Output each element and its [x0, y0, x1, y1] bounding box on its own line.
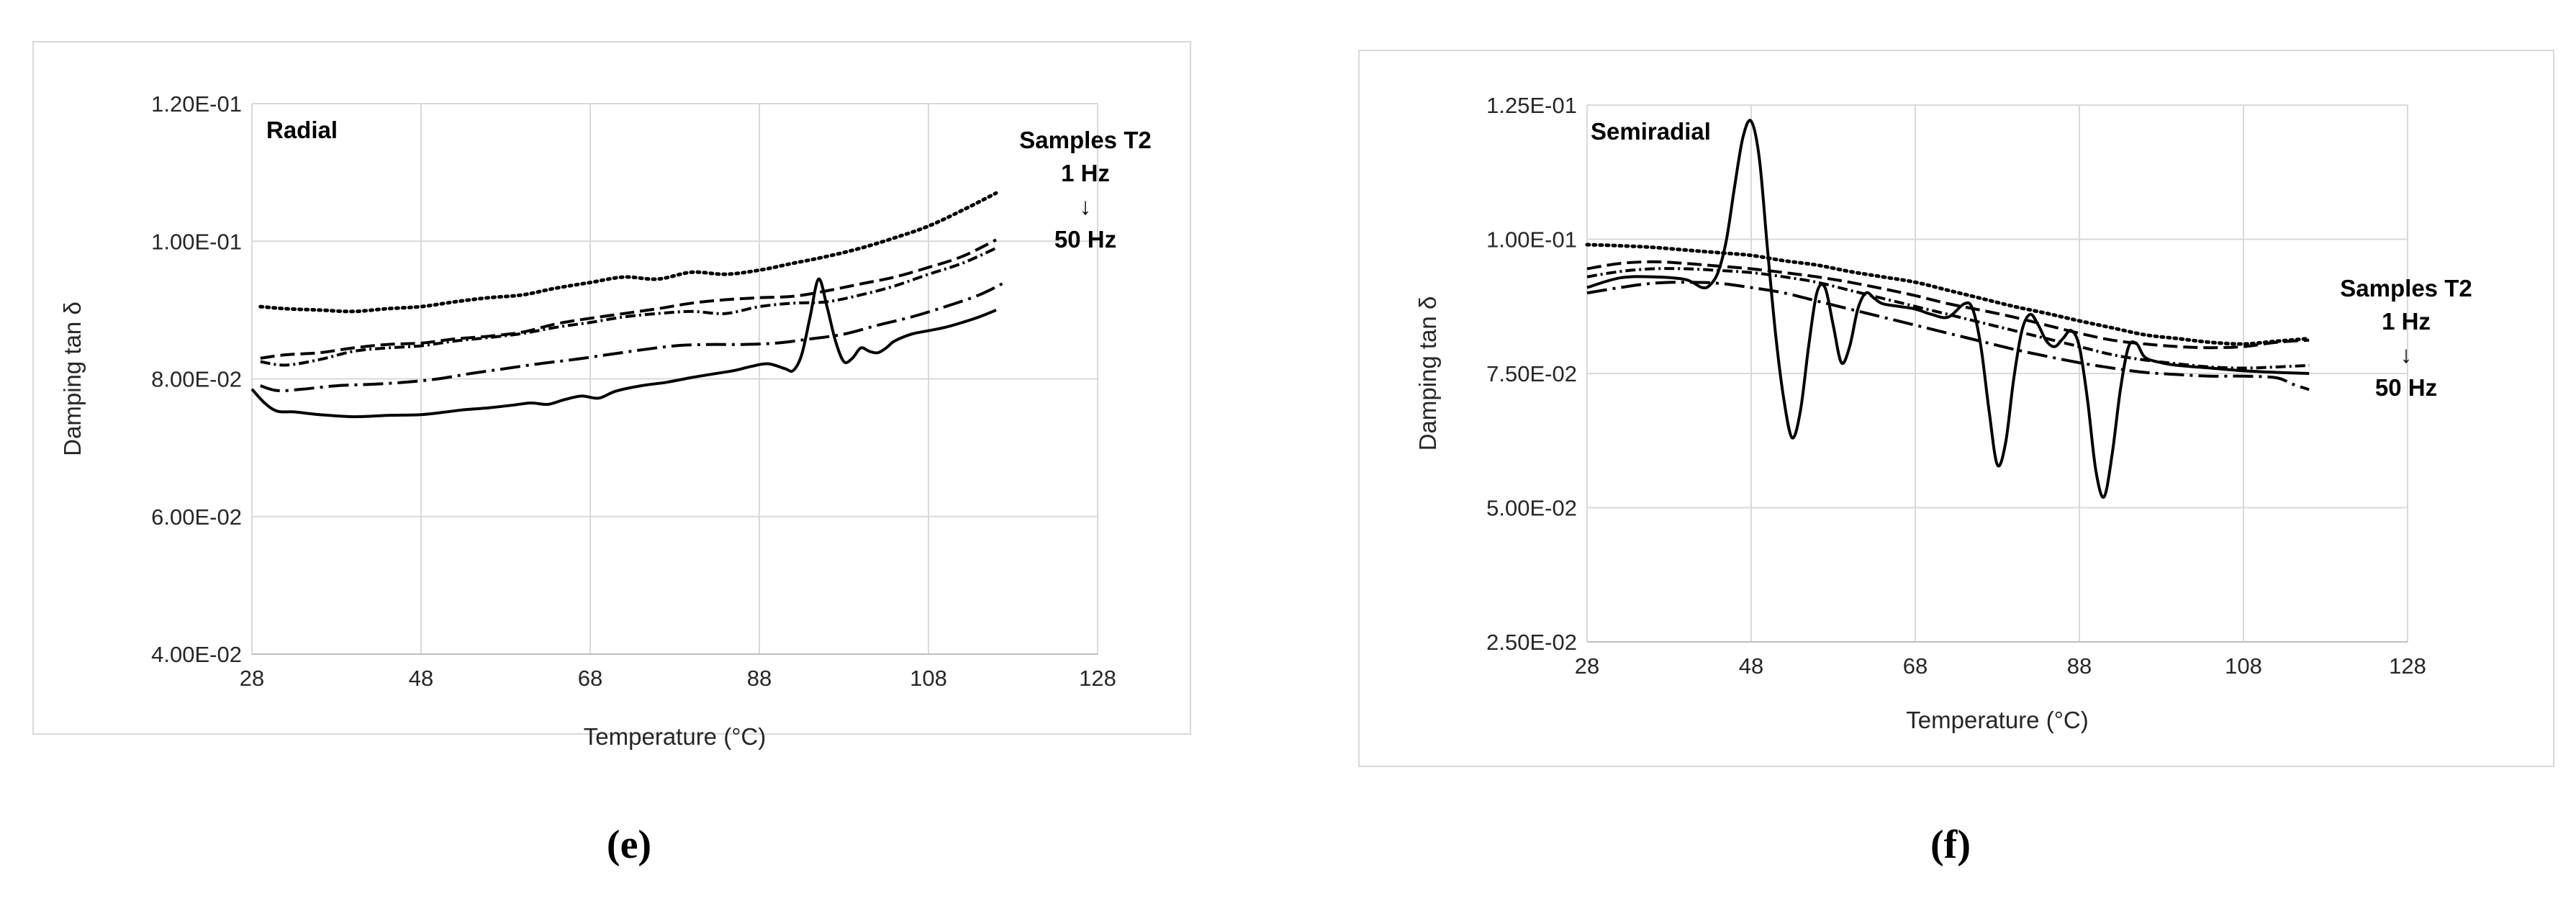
series-line-dash	[260, 238, 997, 360]
legend-line: 50 Hz	[2375, 374, 2437, 401]
series-line-solid	[1586, 119, 2310, 499]
series-line-dash	[1586, 260, 2310, 350]
panel-label: Radial	[266, 117, 338, 143]
x-tick-label: 28	[240, 666, 264, 691]
x-tick-label: 48	[1739, 653, 1763, 679]
y-tick-label: 5.00E-02	[1486, 496, 1577, 521]
y-tick-label: 1.25E-01	[1486, 93, 1577, 118]
series-line-dotted	[258, 191, 998, 314]
y-tick-label: 6.00E-02	[151, 504, 242, 530]
y-tick-label: 2.50E-02	[1486, 630, 1577, 655]
x-tick-label: 88	[747, 666, 772, 691]
chart-frame	[32, 41, 1191, 735]
x-tick-label: 68	[578, 666, 602, 691]
legend-line: 1 Hz	[1061, 160, 1110, 186]
series-line-dashdot-fine	[1586, 267, 2310, 370]
y-tick-label: 8.00E-02	[151, 367, 242, 392]
chart-panel-radial: 28 48 68 88 108 128 4.00E-02 6.00E-02 8.00E-02 1.…	[32, 41, 1191, 750]
legend-line: ↓	[2400, 341, 2413, 368]
series-line-dashdot	[1586, 281, 2310, 391]
series-line-dashdot-fine	[260, 246, 997, 367]
series-line-dashdot	[260, 281, 1005, 392]
x-axis-title: Temperature (°C)	[584, 723, 766, 750]
legend-line: Samples T2	[2340, 275, 2472, 302]
series-line-solid	[250, 277, 997, 419]
y-axis-title: Damping tan δ	[1414, 296, 1441, 451]
legend-line: 50 Hz	[1054, 226, 1116, 253]
series-line-dotted	[1585, 243, 2311, 346]
x-axis-title: Temperature (°C)	[1906, 707, 2088, 733]
x-tick-label: 88	[2067, 653, 2092, 679]
x-tick-label: 108	[910, 666, 947, 691]
y-tick-label: 4.00E-02	[151, 642, 242, 667]
panel-label: Semiradial	[1591, 118, 1711, 145]
legend-line: Samples T2	[1019, 127, 1151, 153]
y-axis-title: Damping tan δ	[59, 302, 86, 456]
y-tick-label: 1.00E-01	[1486, 227, 1577, 253]
x-tick-label: 128	[2389, 653, 2426, 679]
x-tick-label: 128	[1079, 666, 1116, 691]
y-tick-label: 7.50E-02	[1486, 361, 1577, 386]
x-tick-label: 28	[1575, 653, 1599, 679]
y-tick-label: 1.00E-01	[151, 229, 242, 254]
x-tick-label: 48	[409, 666, 433, 691]
chart-panel-semiradial: 28 48 68 88 108 128 2.50E-02 5.00E-02 7.50E-02 1.…	[1358, 50, 2554, 767]
legend-line: ↓	[1080, 193, 1092, 219]
panel-caption: (e)	[607, 822, 651, 867]
x-tick-label: 68	[1903, 653, 1928, 679]
legend-line: 1 Hz	[2382, 308, 2431, 335]
y-tick-label: 1.20E-01	[151, 91, 242, 117]
chart-frame	[1358, 50, 2554, 767]
panel-caption: (f)	[1930, 822, 1971, 867]
x-tick-label: 108	[2225, 653, 2262, 679]
